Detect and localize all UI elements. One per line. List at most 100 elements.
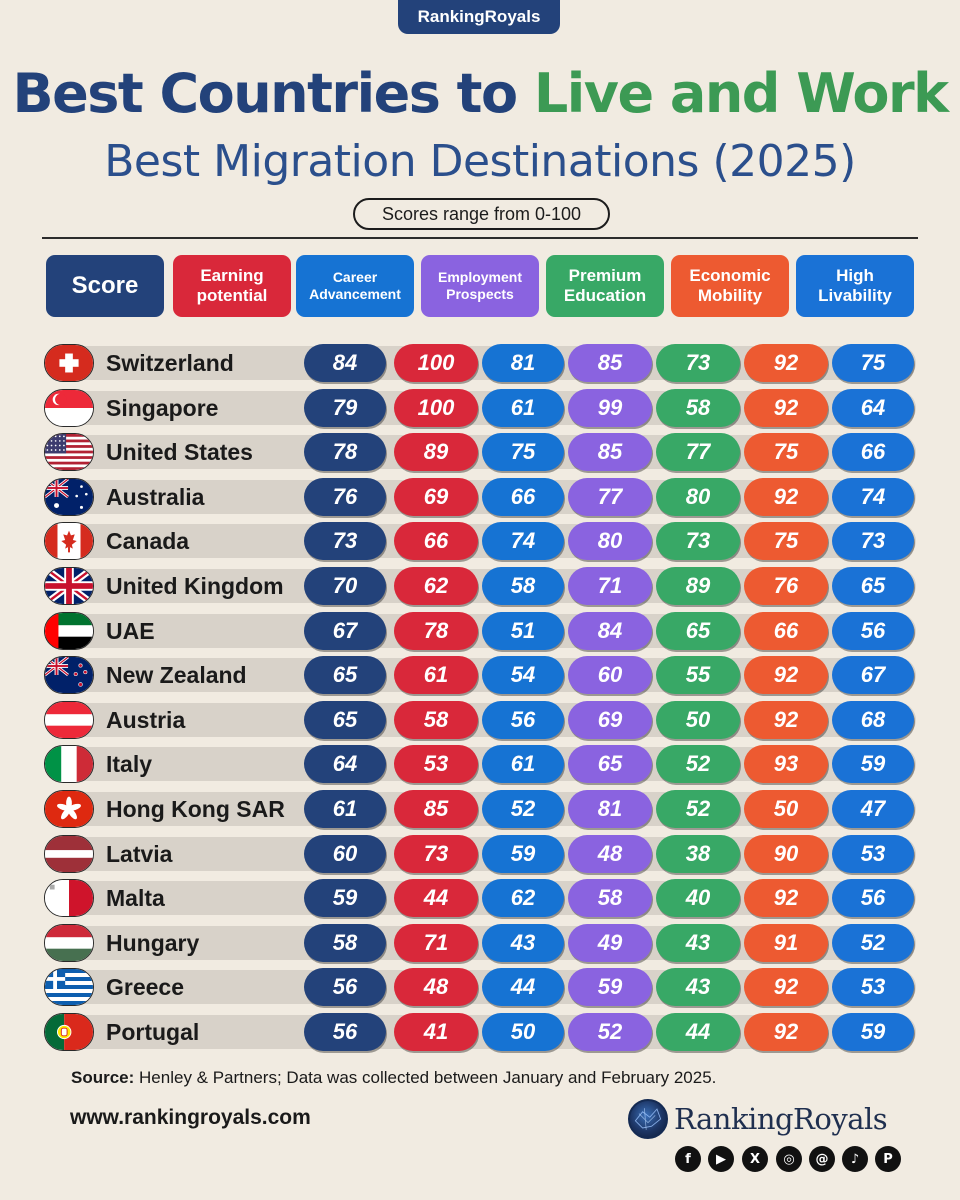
brand-logo-block: RankingRoyals <box>628 1097 908 1141</box>
cell-earning-potential: 44 <box>394 879 478 918</box>
cell-earning-potential: 66 <box>394 522 478 561</box>
cell-score: 76 <box>304 477 386 516</box>
cell-score: 56 <box>304 1013 386 1051</box>
page-subtitle: Best Migration Destinations (2025) <box>104 136 856 187</box>
header-economic-mobility: Economic Mobility <box>671 255 789 317</box>
cell-employment-prospects: 59 <box>568 968 652 1007</box>
cell-career-advancement: 50 <box>482 1013 564 1051</box>
table-row: Austria 65 58 56 69 50 92 68 <box>44 700 916 739</box>
cell-earning-potential: 61 <box>394 656 478 695</box>
header-line: Career <box>332 269 378 286</box>
cell-score: 70 <box>304 567 386 605</box>
cell-premium-education: 89 <box>656 567 740 605</box>
cell-career-advancement: 51 <box>482 611 564 650</box>
country-name: Singapore <box>106 394 219 421</box>
header-line: High <box>836 265 874 285</box>
cell-score: 59 <box>304 879 386 918</box>
instagram-icon[interactable]: ◎ <box>776 1146 802 1172</box>
cell-career-advancement: 61 <box>482 745 564 784</box>
title-part-2: Live and Work <box>533 62 949 125</box>
cell-score: 58 <box>304 923 386 962</box>
header-line: Education <box>563 286 647 305</box>
country-name: Australia <box>106 483 205 510</box>
table-row: Italy 64 53 61 65 52 93 59 <box>44 745 916 784</box>
table-row: Portugal 56 41 50 52 44 92 59 <box>44 1013 916 1051</box>
latvia-flag-icon <box>44 834 94 873</box>
cell-economic-mobility: 92 <box>744 344 828 382</box>
malta-flag-icon <box>44 879 94 918</box>
cell-economic-mobility: 92 <box>744 477 828 516</box>
cell-economic-mobility: 92 <box>744 388 828 427</box>
website-link[interactable]: www.rankingroyals.com <box>70 1106 311 1129</box>
table-row: Greece 56 48 44 59 43 92 53 <box>44 968 916 1007</box>
cell-score: 84 <box>304 344 386 382</box>
pinterest-icon[interactable]: P <box>875 1146 901 1172</box>
cell-economic-mobility: 93 <box>744 745 828 784</box>
brand-name: RankingRoyals <box>674 1102 888 1136</box>
cell-earning-potential: 89 <box>394 433 478 472</box>
header-line: Score <box>71 271 139 299</box>
cell-earning-potential: 48 <box>394 968 478 1007</box>
cell-employment-prospects: 85 <box>568 433 652 472</box>
table-row: Australia 76 69 66 77 80 92 74 <box>44 477 916 516</box>
cell-career-advancement: 43 <box>482 923 564 962</box>
singapore-flag-icon <box>44 388 94 427</box>
cell-score: 65 <box>304 700 386 739</box>
cell-premium-education: 58 <box>656 388 740 427</box>
cell-score: 79 <box>304 388 386 427</box>
cell-high-livability: 73 <box>832 522 914 561</box>
table-row: Hong Kong SAR 61 85 52 81 52 50 47 <box>44 790 916 828</box>
threads-icon[interactable]: @ <box>809 1146 835 1172</box>
country-name: Portugal <box>106 1019 200 1045</box>
cell-premium-education: 73 <box>656 522 740 561</box>
header-line: potential <box>196 286 268 305</box>
cell-career-advancement: 81 <box>482 344 564 382</box>
table-row: Latvia 60 73 59 48 38 90 53 <box>44 834 916 873</box>
facebook-icon[interactable]: f <box>675 1146 701 1172</box>
cell-premium-education: 52 <box>656 745 740 784</box>
tiktok-icon[interactable]: ♪ <box>842 1146 868 1172</box>
cell-premium-education: 52 <box>656 790 740 828</box>
cell-employment-prospects: 80 <box>568 522 652 561</box>
cell-high-livability: 53 <box>832 968 914 1007</box>
table-row: United States 78 89 75 85 77 75 66 <box>44 433 916 472</box>
cell-score: 65 <box>304 656 386 695</box>
cell-career-advancement: 44 <box>482 968 564 1007</box>
divider <box>42 237 918 239</box>
x-icon[interactable]: X <box>742 1146 768 1172</box>
cell-earning-potential: 100 <box>394 344 478 382</box>
cell-premium-education: 43 <box>656 923 740 962</box>
source-text: Henley & Partners; Data was collected be… <box>134 1068 717 1087</box>
cell-employment-prospects: 49 <box>568 923 652 962</box>
table-row: Switzerland 84 100 81 85 73 92 75 <box>44 344 916 382</box>
cell-employment-prospects: 69 <box>568 700 652 739</box>
header-score: Score <box>46 255 164 317</box>
cell-employment-prospects: 71 <box>568 567 652 605</box>
hong-kong-flag-icon <box>44 790 94 828</box>
cell-economic-mobility: 90 <box>744 834 828 873</box>
country-name: Hungary <box>106 929 200 956</box>
cell-earning-potential: 62 <box>394 567 478 605</box>
country-name: United States <box>106 439 253 466</box>
country-name: Latvia <box>106 840 173 867</box>
table-row: Malta 59 44 62 58 40 92 56 <box>44 879 916 918</box>
cell-economic-mobility: 92 <box>744 1013 828 1051</box>
cell-earning-potential: 53 <box>394 745 478 784</box>
cell-premium-education: 80 <box>656 477 740 516</box>
cell-employment-prospects: 84 <box>568 611 652 650</box>
header-employment-prospects: Employment Prospects <box>421 255 539 317</box>
header-line: Prospects <box>446 286 514 302</box>
cell-high-livability: 56 <box>832 879 914 918</box>
cell-economic-mobility: 91 <box>744 923 828 962</box>
cell-economic-mobility: 92 <box>744 968 828 1007</box>
cell-high-livability: 59 <box>832 745 914 784</box>
cell-score: 60 <box>304 834 386 873</box>
cell-career-advancement: 75 <box>482 433 564 472</box>
cell-high-livability: 74 <box>832 477 914 516</box>
youtube-icon[interactable]: ▶ <box>708 1146 734 1172</box>
cell-employment-prospects: 60 <box>568 656 652 695</box>
cell-high-livability: 68 <box>832 700 914 739</box>
cell-economic-mobility: 50 <box>744 790 828 828</box>
source-label: Source: <box>71 1068 135 1087</box>
austria-flag-icon <box>44 700 94 739</box>
